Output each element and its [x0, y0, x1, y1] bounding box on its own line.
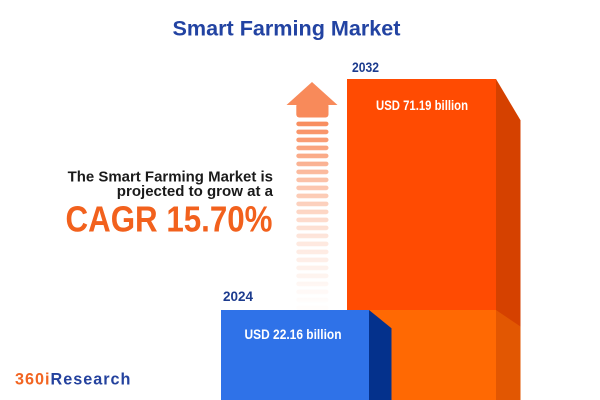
svg-text:USD 22.16 billion: USD 22.16 billion: [245, 326, 342, 342]
svg-text:2024: 2024: [223, 288, 253, 304]
svg-text:Smart Farming Market: Smart Farming Market: [173, 17, 401, 40]
svg-text:projected to grow at a: projected to grow at a: [117, 184, 274, 200]
svg-text:CAGR 15.70%: CAGR 15.70%: [66, 199, 273, 240]
svg-text:360iResearch: 360iResearch: [15, 371, 131, 389]
svg-text:USD 71.19 billion: USD 71.19 billion: [376, 97, 468, 113]
svg-text:The Smart Farming Market is: The Smart Farming Market is: [68, 170, 273, 186]
svg-text:2032: 2032: [352, 59, 379, 75]
